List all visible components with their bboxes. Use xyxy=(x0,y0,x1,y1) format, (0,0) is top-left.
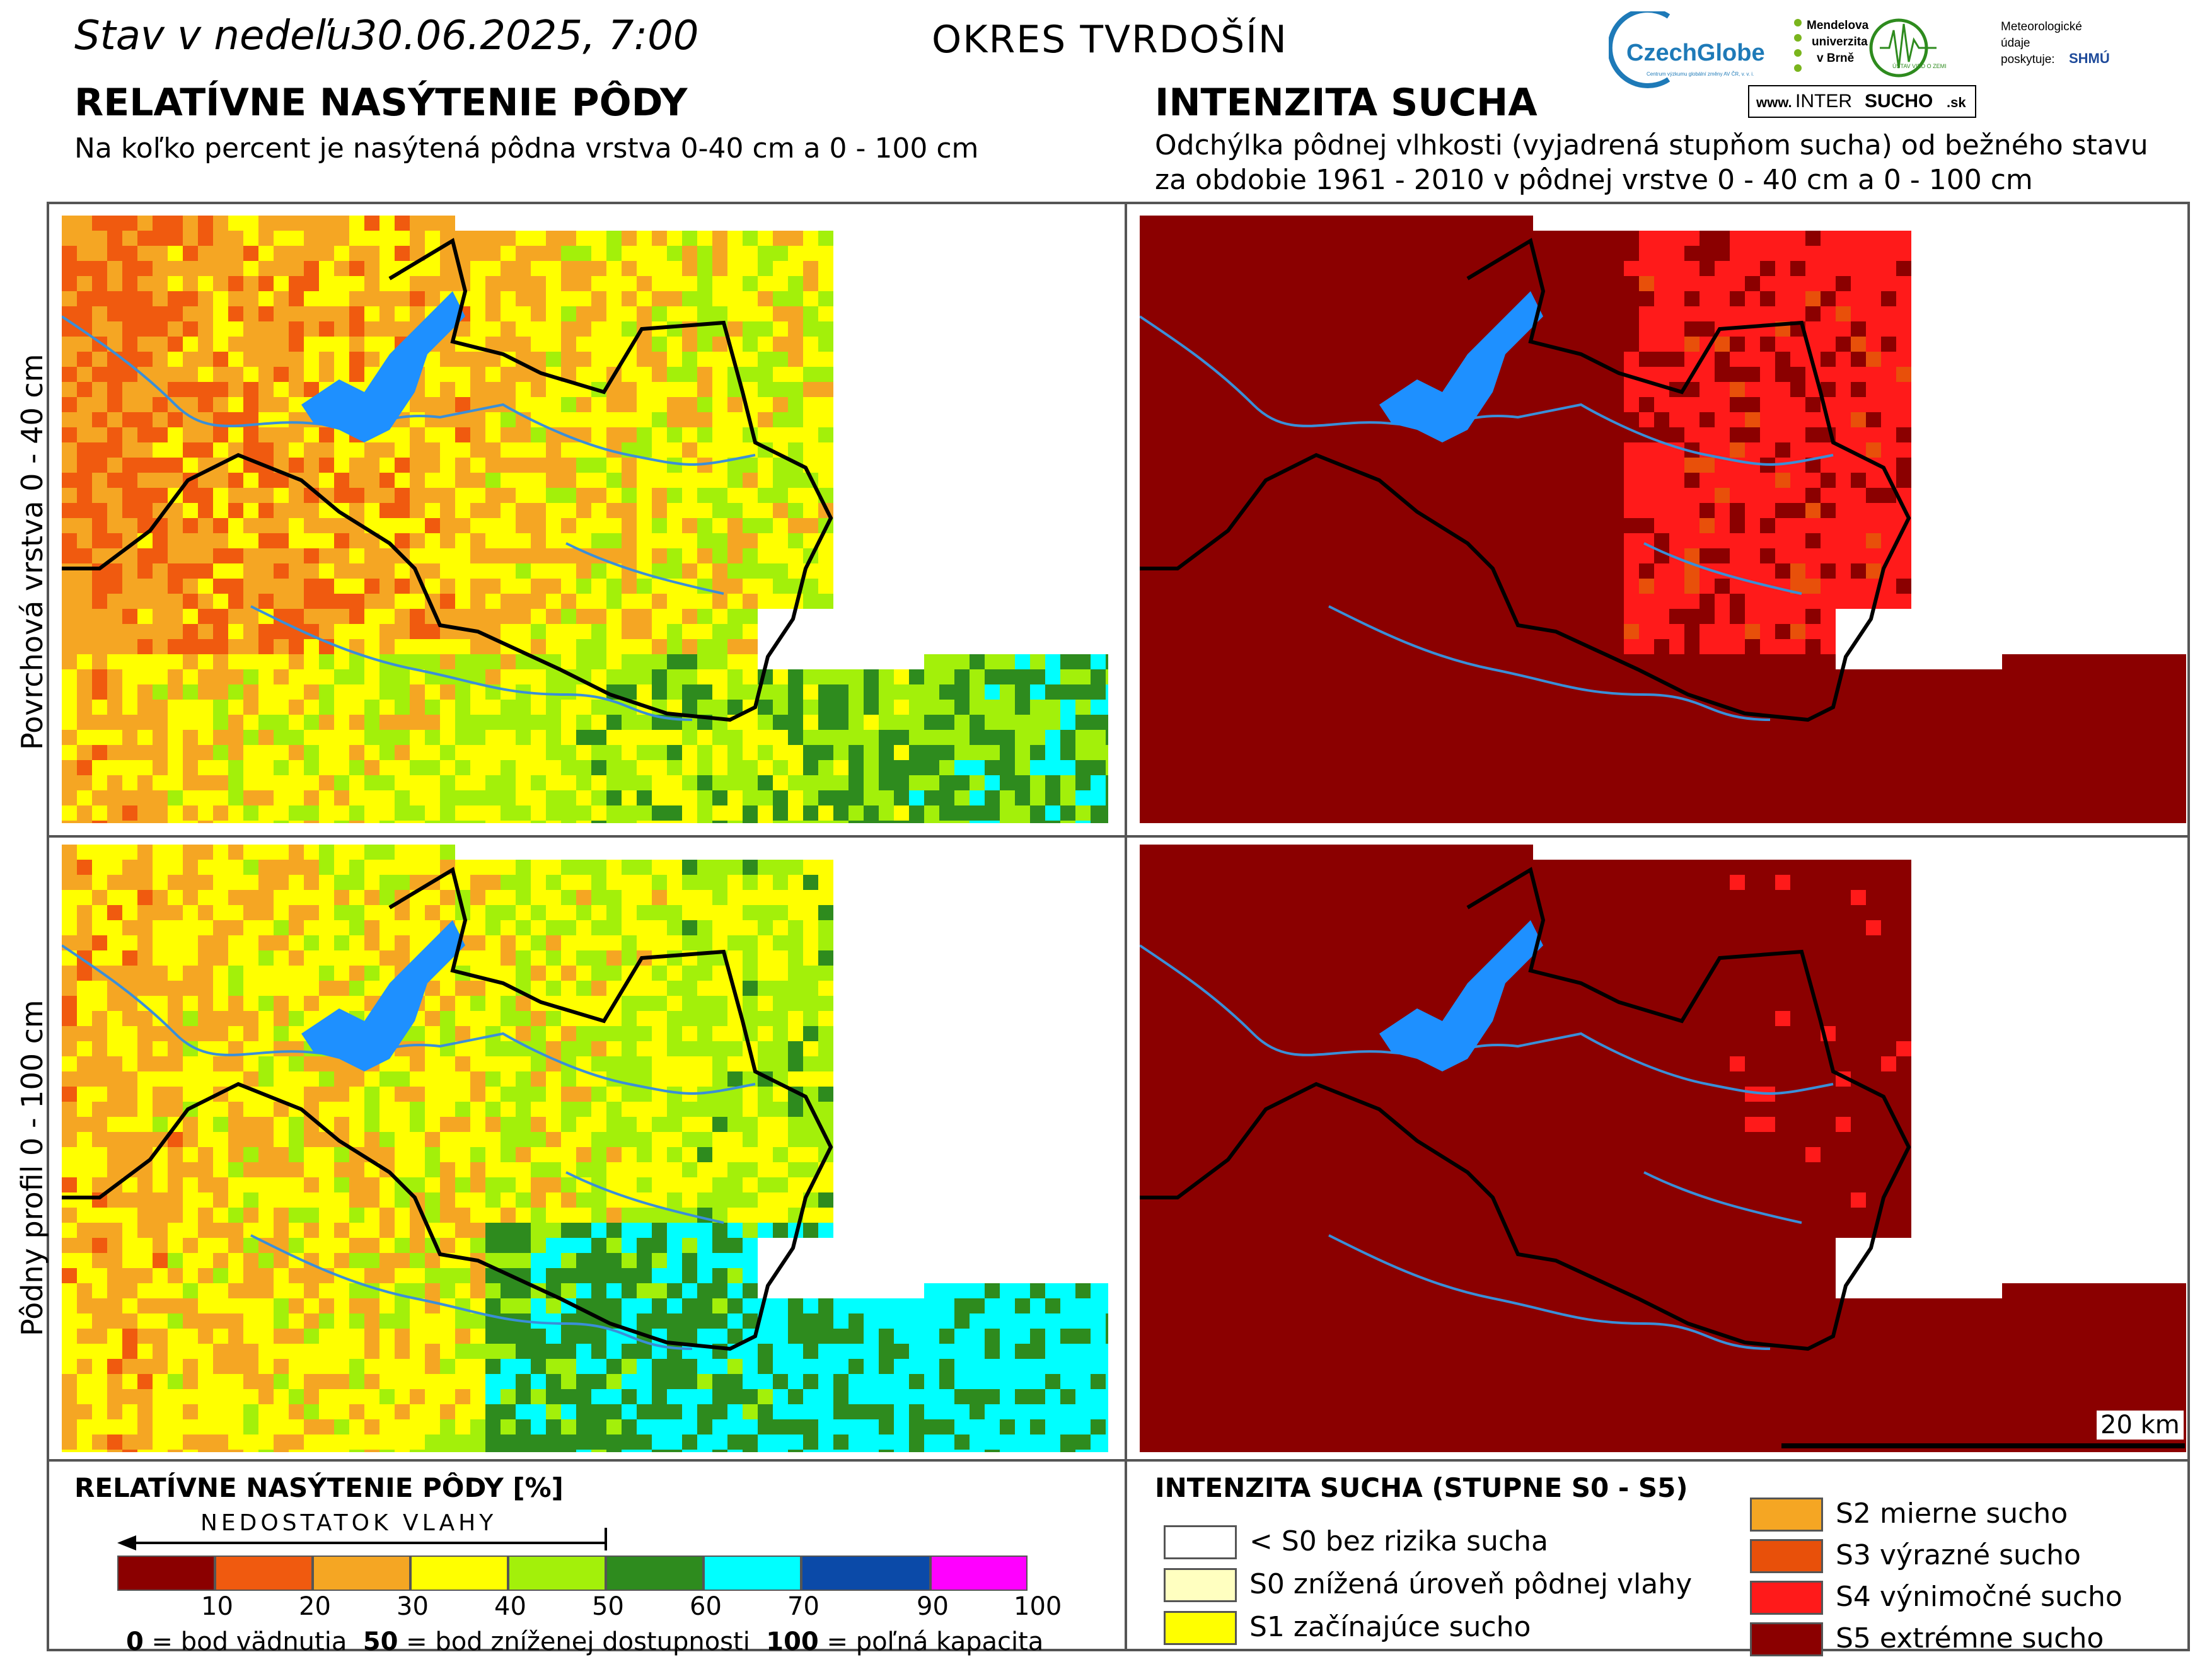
svg-text:poskytuje:: poskytuje: xyxy=(2001,53,2055,66)
legend-right-swatch xyxy=(1750,1498,1823,1532)
right-section-subtitle-1: Odchýlka pôdnej vlhkosti (vyjadrená stup… xyxy=(1155,129,2148,161)
legend-right-label: S4 výnimočné sucho xyxy=(1836,1581,2122,1613)
legend-right-swatch xyxy=(1164,1525,1237,1559)
district-boundary xyxy=(1140,238,1911,722)
legend-left-title: RELATÍVNE NASÝTENIE PÔDY [%] xyxy=(74,1472,564,1503)
raster-cells xyxy=(1140,216,2186,823)
legend-tick-label: 40 xyxy=(494,1592,526,1621)
legend-arrow xyxy=(117,1528,607,1550)
legend-tick-label: 50 xyxy=(592,1592,624,1621)
right-section-subtitle-2: za obdobie 1961 - 2010 v pôdnej vrstve 0… xyxy=(1155,164,2033,196)
reservoir xyxy=(301,920,465,1071)
map-drought-profile xyxy=(1140,845,2186,1452)
map-saturation-topsoil xyxy=(62,216,1108,823)
legend-right-swatch xyxy=(1750,1581,1823,1615)
legend-tick-label: 20 xyxy=(299,1592,331,1621)
district-boundary xyxy=(62,238,833,722)
legend-right-swatch xyxy=(1164,1568,1237,1602)
svg-text:Mendelova: Mendelova xyxy=(1807,19,1869,32)
shmu-text: SHMÚ xyxy=(2069,50,2110,66)
legend-right-swatch xyxy=(1750,1622,1823,1656)
legend-right-swatch xyxy=(1750,1539,1823,1573)
district-boundary xyxy=(62,867,833,1351)
svg-text:.sk: .sk xyxy=(1947,95,1966,110)
left-section-subtitle: Na koľko percent je nasýtená pôdna vrstv… xyxy=(74,132,979,165)
legend-tick-label: 60 xyxy=(690,1592,722,1621)
reservoir xyxy=(1379,920,1543,1071)
legend-swatch xyxy=(801,1556,930,1591)
svg-text:Meteorologické: Meteorologické xyxy=(2001,20,2082,33)
legend-swatch xyxy=(410,1556,508,1591)
legend-tick-label: 90 xyxy=(917,1592,949,1621)
panel-divider-horizontal-2 xyxy=(47,1459,2190,1462)
svg-text:SUCHO: SUCHO xyxy=(1865,91,1933,112)
map-saturation-profile xyxy=(62,845,1108,1452)
raster-cells xyxy=(62,216,1108,823)
legend-right-title: INTENZITA SUCHA (STUPNE S0 - S5) xyxy=(1155,1472,1688,1503)
legend-tick-label: 30 xyxy=(397,1592,429,1621)
intersucho-site: www. INTER SUCHO .sk xyxy=(1748,85,1976,118)
right-section-title: INTENZITA SUCHA xyxy=(1155,81,1537,125)
legend-tick-label: 70 xyxy=(787,1592,819,1621)
legend-note: 0 = bod vädnutia 50 = bod zníženej dostu… xyxy=(126,1627,1044,1656)
legend-ticks: 10 20 30 40 50 60 70 90 100 xyxy=(117,1592,1063,1624)
legend-tick-label: 100 xyxy=(1014,1592,1062,1621)
legend-right-label: S5 extrémne sucho xyxy=(1836,1622,2104,1654)
legend-tick-label: 10 xyxy=(201,1592,233,1621)
raster-cells xyxy=(62,845,1108,1452)
reservoir xyxy=(1379,291,1543,442)
legend-color-bar xyxy=(117,1556,1028,1591)
legend-right-swatch xyxy=(1164,1611,1237,1645)
svg-text:v Brně: v Brně xyxy=(1817,52,1854,65)
legend-swatch xyxy=(313,1556,410,1591)
legend-arrow-label: NEDOSTATOK VLAHY xyxy=(200,1510,497,1536)
legend-swatch xyxy=(704,1556,801,1591)
legend-right-label: S0 znížená úroveň pôdnej vlahy xyxy=(1249,1568,1693,1600)
uvz-logo: ÚSTAV VIED O ZEMI xyxy=(1869,18,1947,78)
legend-right-label: S2 mierne sucho xyxy=(1836,1498,2068,1530)
legend-swatch xyxy=(117,1556,215,1591)
svg-text:www.: www. xyxy=(1756,95,1792,110)
partner-logos: CzechGlobe Centrum výzkumu globální změn… xyxy=(1609,11,2110,118)
czechglobe-text: CzechGlobe xyxy=(1626,40,1765,66)
panel-divider-horizontal-1 xyxy=(47,835,2190,838)
left-section-title: RELATÍVNE NASÝTENIE PÔDY xyxy=(74,81,688,125)
legend-swatch xyxy=(930,1556,1028,1591)
svg-text:údaje: údaje xyxy=(2001,37,2030,50)
date-title: Stav v nedeľu30.06.2025, 7:00 xyxy=(74,13,699,59)
reservoir xyxy=(301,291,465,442)
panel-divider-vertical xyxy=(1125,202,1127,1651)
district-title: OKRES TVRDOŠÍN xyxy=(932,18,1288,62)
date-prefix: Stav v nedeľu xyxy=(74,13,352,59)
czechglobe-subtext: Centrum výzkumu globální změny AV ČR, v.… xyxy=(1647,71,1754,77)
raster-cells xyxy=(1140,845,2186,1452)
czechglobe-logo: CzechGlobe Centrum výzkumu globální změn… xyxy=(1609,11,1765,88)
scale-bar-label: 20 km xyxy=(2097,1411,2184,1440)
meteo-logo: Meteorologické údaje poskytuje: SHMÚ xyxy=(2001,20,2110,66)
map-drought-topsoil xyxy=(1140,216,2186,823)
legend-right-label: < S0 bez rizika sucha xyxy=(1249,1525,1548,1557)
district-boundary xyxy=(1140,867,1911,1351)
mendel-logo: Mendelova univerzita v Brně xyxy=(1794,19,1869,72)
panel-frame xyxy=(47,202,2190,1651)
date-value: 30.06.2025, 7:00 xyxy=(351,13,699,59)
svg-text:ÚSTAV VIED O ZEMI: ÚSTAV VIED O ZEMI xyxy=(1892,63,1947,69)
legend-right-label: S3 výrazné sucho xyxy=(1836,1539,2081,1571)
legend-swatch xyxy=(606,1556,704,1591)
row-label-bottom: Pôdny profil 0 - 100 cm xyxy=(15,1000,49,1336)
scale-bar xyxy=(1781,1443,2185,1448)
svg-text:INTER: INTER xyxy=(1795,91,1852,112)
legend-swatch xyxy=(508,1556,606,1591)
legend-right-label: S1 začínajúce sucho xyxy=(1249,1611,1531,1643)
row-label-top: Povrchová vrstva 0 - 40 cm xyxy=(15,354,49,750)
svg-text:univerzita: univerzita xyxy=(1812,35,1868,49)
legend-swatch xyxy=(215,1556,313,1591)
